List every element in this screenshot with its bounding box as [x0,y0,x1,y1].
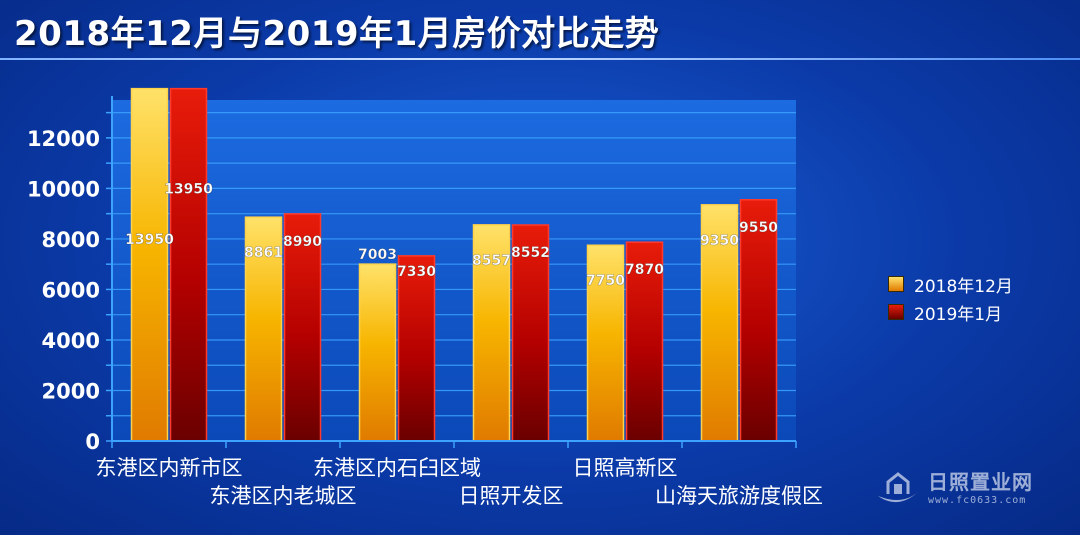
legend-item-series-2: 2019年1月 [888,298,1013,326]
y-tick-label: 8000 [42,228,100,252]
bar-series-2 [625,241,664,442]
x-category-label: 东港区内新市区 [96,456,243,480]
title-divider [0,58,1080,60]
legend-swatch-series-1 [888,276,904,292]
data-label: 7750 [586,273,625,289]
bar-series-2 [739,199,778,442]
bar-series-1 [700,204,739,442]
watermark-text: 日照置业网 [928,470,1033,494]
data-label: 13950 [125,232,174,248]
bar-series-2 [397,255,436,442]
bar-series-1 [130,87,169,442]
x-category-label: 东港区内石臼区域 [313,456,481,480]
bar-series-1 [472,224,511,442]
legend-item-series-1: 2018年12月 [888,270,1013,298]
data-label: 8861 [244,245,283,261]
data-label: 13950 [164,181,213,197]
y-tick-label: 10000 [27,177,100,201]
watermark-url: www.fc0633.com [928,495,1027,506]
legend-swatch-series-2 [888,304,904,320]
y-tick-label: 4000 [42,329,100,353]
y-tick-label: 2000 [42,379,100,403]
bar-series-1 [244,216,283,442]
watermark: 日照置业网 www.fc0633.com [874,466,1033,508]
legend-label-series-1: 2018年12月 [914,276,1013,297]
data-label: 8990 [283,234,322,250]
data-label: 9350 [700,233,739,249]
bar-series-1 [358,263,397,442]
chart-legend: 2018年12月 2019年1月 [888,270,1013,326]
y-tick-label: 12000 [27,127,100,151]
data-label: 9550 [739,220,778,236]
y-tick-label: 6000 [42,278,100,302]
y-tick-label: 0 [85,430,100,454]
x-category-label: 东港区内老城区 [210,484,357,508]
data-label: 7870 [625,262,664,278]
x-category-label: 日照高新区 [573,456,678,480]
x-category-label: 日照开发区 [459,484,564,508]
data-label: 8557 [472,253,511,269]
data-label: 7003 [358,247,397,263]
data-label: 7330 [397,264,436,280]
bar-series-2 [169,87,208,442]
legend-label-series-2: 2019年1月 [914,304,1003,325]
x-category-label: 山海天旅游度假区 [655,484,823,508]
house-logo-icon [878,472,918,503]
data-label: 8552 [511,245,550,261]
chart-title: 2018年12月与2019年1月房价对比走势 [14,14,660,54]
plot-area [112,100,796,441]
